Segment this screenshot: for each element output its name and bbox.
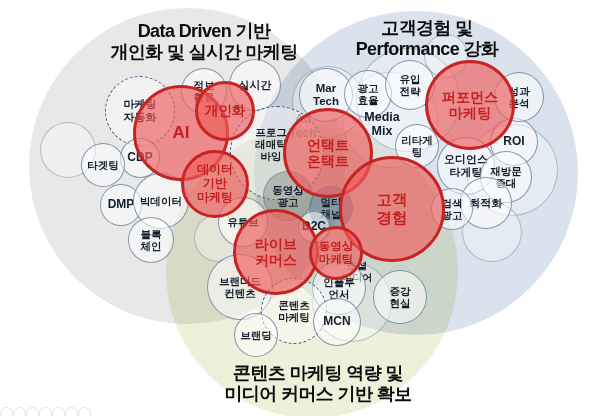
video-marketing-label: 동영상마케팅 <box>319 240 354 266</box>
content-marketing-label: 콘텐츠마케팅 <box>278 299 310 323</box>
camera-icon <box>39 407 52 416</box>
minus-icon <box>65 407 78 416</box>
title-content-commerce: 콘텐츠 마케팅 역량 및 미디어 커머스 기반 확보 <box>224 363 411 404</box>
play-icon <box>13 407 26 416</box>
title-data-driven: Data Driven 기반 개인화 및 실시간 마케팅 <box>110 21 297 62</box>
ai-label: AI <box>173 123 190 143</box>
mcn-label: MCN <box>323 315 350 329</box>
title-line: 개인화 및 실시간 마케팅 <box>110 42 297 63</box>
title-line: 미디어 커머스 기반 확보 <box>224 384 411 405</box>
title-line: Performance 강화 <box>356 39 499 60</box>
untact-ontact-label: 언택트온택트 <box>307 137 349 169</box>
blockchain-label: 블록체인 <box>141 228 162 252</box>
circle-icon <box>0 407 13 416</box>
marketing-venn-diagram: 실시간정보활용마케팅자동화CDP타겟팅DMP빅데이터블록체인프로그래매틱바잉동영… <box>0 0 600 416</box>
inflow-strategy-label: 유입전략 <box>400 73 421 97</box>
title-line: 고객경험 및 <box>356 18 499 39</box>
performance-marketing-label: 퍼포먼스마케팅 <box>442 89 498 121</box>
search-icon <box>52 407 65 416</box>
title-line: Data Driven 기반 <box>110 21 297 42</box>
dmp-label: DMP <box>108 198 135 212</box>
ad-efficiency-label: 광고효율 <box>358 82 379 106</box>
retargeting-label: 리타게팅 <box>401 134 433 158</box>
roi-label: ROI <box>503 135 524 149</box>
media-mix-label: MediaMix <box>364 110 399 139</box>
programmatic-buying-label: 프로그래매틱바잉 <box>255 126 287 162</box>
augmented-reality-label: 증강현실 <box>390 285 411 309</box>
optimization-label: 최적화 <box>470 197 503 210</box>
bigdata-label: 빅데이터 <box>140 195 182 207</box>
personalization-label: 개인화 <box>205 103 246 119</box>
data-driven-marketing-label: 데이터기반마케팅 <box>197 163 233 204</box>
mar-tech-label: MarTech <box>313 82 339 108</box>
targeting-label: 타겟팅 <box>87 159 119 171</box>
dot-icon <box>78 407 91 416</box>
title-line: 콘텐츠 마케팅 역량 및 <box>224 363 411 384</box>
customer-experience-label: 고객경험 <box>377 191 408 227</box>
branding-label: 브랜딩 <box>240 329 272 341</box>
live-commerce-label: 라이브커머스 <box>255 236 297 268</box>
pencil-icon <box>26 407 39 416</box>
title-customer-experience: 고객경험 및 Performance 강화 <box>356 18 499 59</box>
